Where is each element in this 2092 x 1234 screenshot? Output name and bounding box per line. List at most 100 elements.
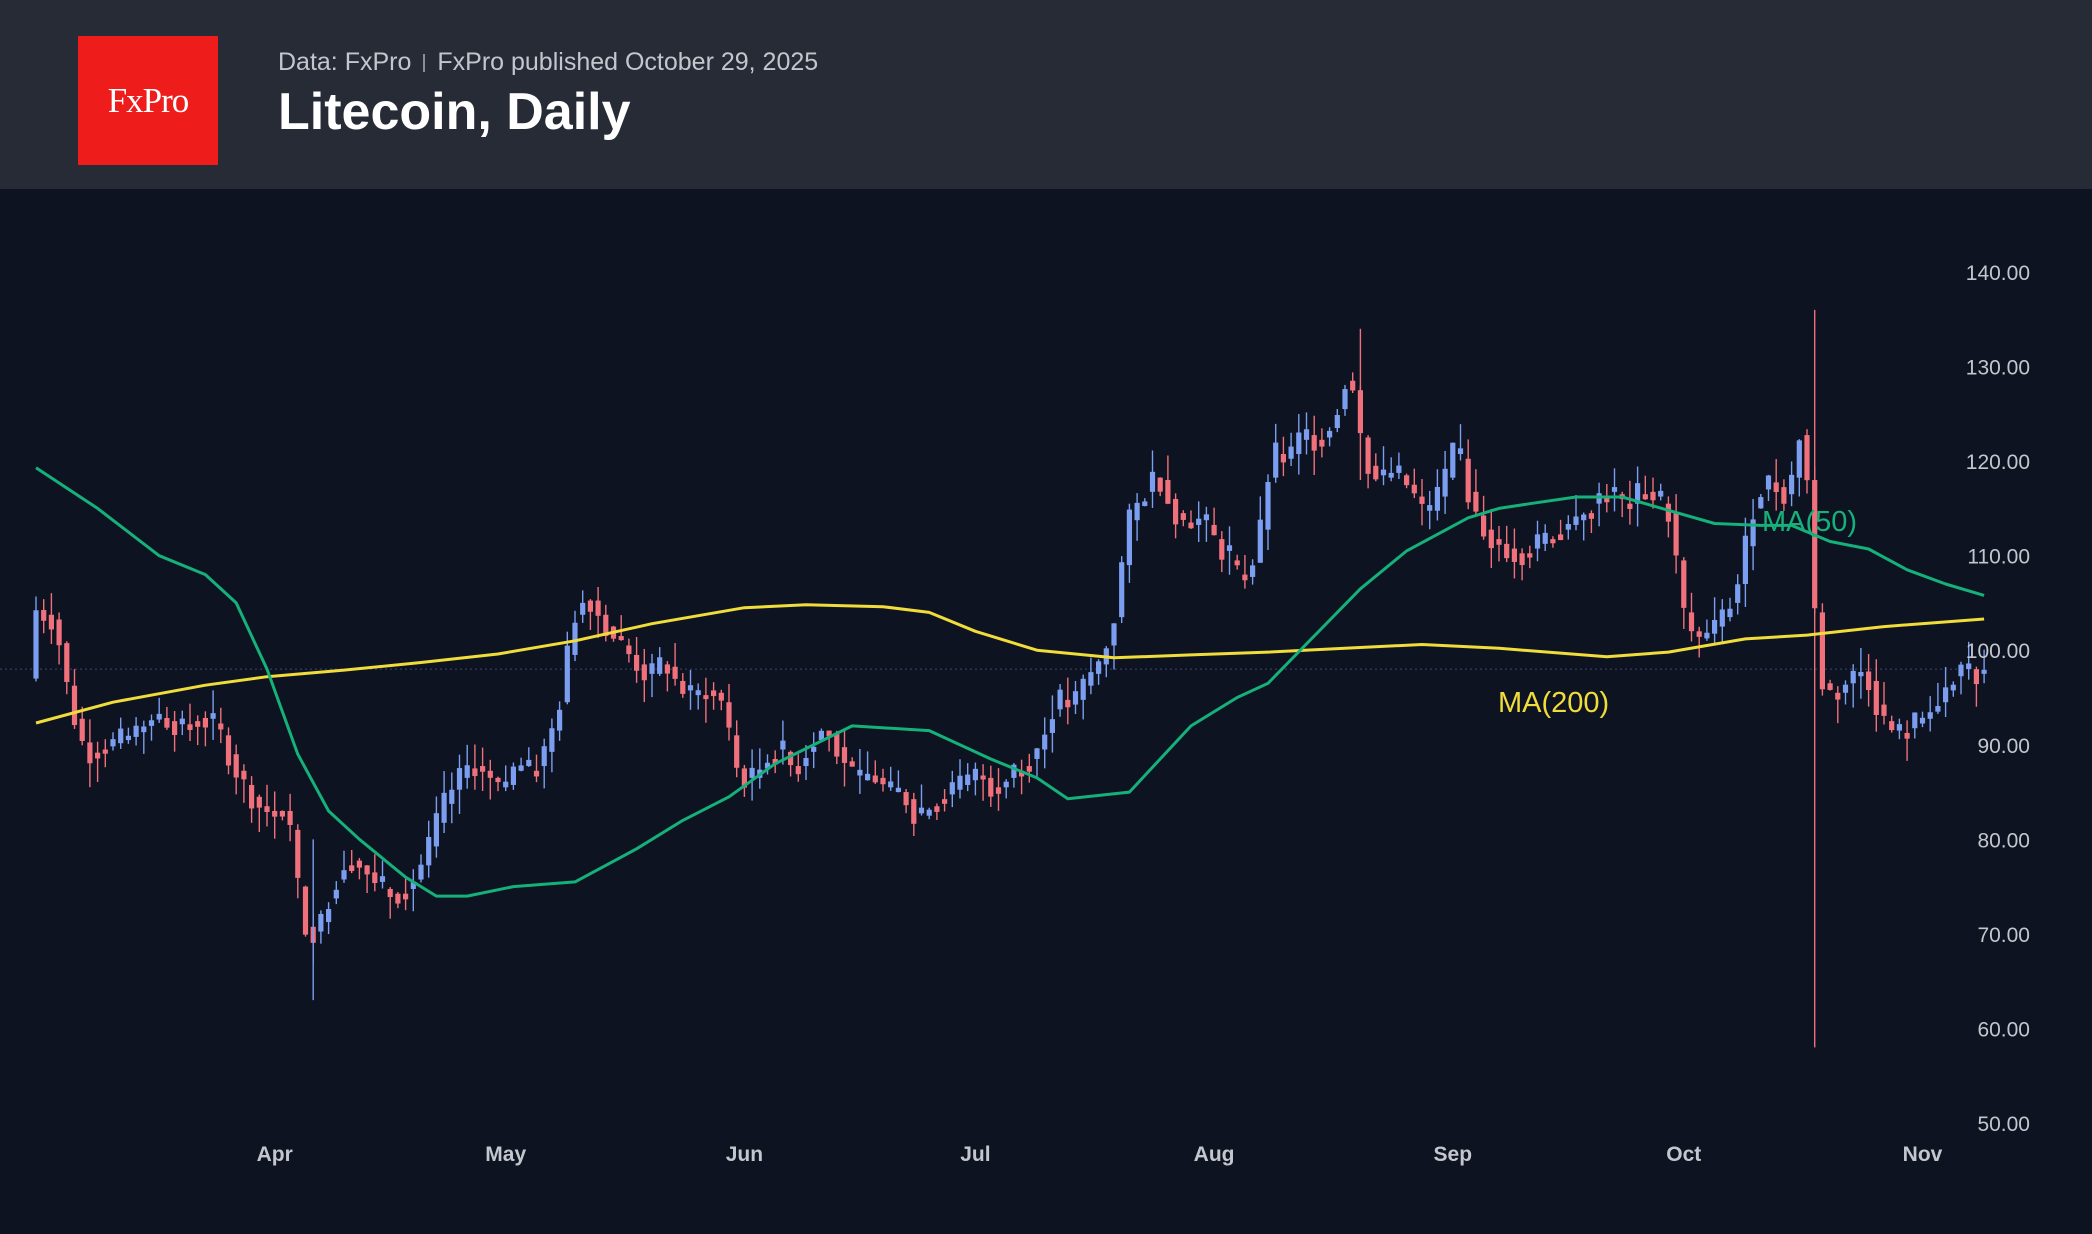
candle-body bbox=[302, 886, 309, 935]
candle-body bbox=[156, 713, 162, 720]
candle-body bbox=[572, 622, 578, 655]
meta-separator bbox=[423, 53, 426, 72]
candle-body bbox=[1350, 380, 1356, 391]
candle-body bbox=[102, 749, 108, 754]
candle-body bbox=[341, 870, 347, 880]
candle-body bbox=[1180, 513, 1186, 520]
candle-body bbox=[1396, 465, 1402, 473]
candle-body bbox=[1981, 669, 1987, 674]
candle-body bbox=[1519, 553, 1525, 566]
candle-body bbox=[795, 766, 801, 775]
candle-body bbox=[1419, 496, 1425, 504]
candle-body bbox=[218, 723, 224, 730]
candle-body bbox=[1565, 523, 1571, 530]
x-tick-label: Nov bbox=[1903, 1143, 1943, 1166]
candle-body bbox=[934, 806, 940, 812]
candle-body bbox=[79, 718, 85, 741]
candle-body bbox=[1450, 442, 1456, 478]
published-date: FxPro published October 29, 2025 bbox=[437, 48, 819, 76]
candle-body bbox=[1380, 469, 1387, 476]
candle-body bbox=[1088, 672, 1094, 686]
candle-body bbox=[995, 787, 1002, 794]
candle-body bbox=[1373, 465, 1379, 480]
candle-body bbox=[1688, 612, 1695, 632]
moving-averages-layer bbox=[35, 466, 1985, 898]
candle-body bbox=[1034, 748, 1040, 759]
candle-body bbox=[980, 775, 986, 780]
candle-body bbox=[426, 836, 432, 866]
candle-body bbox=[1250, 565, 1256, 577]
candles-layer bbox=[0, 309, 1987, 1048]
candle-body bbox=[564, 645, 570, 703]
x-tick-label: Oct bbox=[1666, 1143, 1701, 1166]
candle-body bbox=[503, 781, 509, 788]
candle-body bbox=[1896, 724, 1902, 731]
candle-body bbox=[888, 781, 894, 788]
candle-body bbox=[595, 600, 601, 616]
candle-body bbox=[1550, 539, 1556, 544]
candle-body bbox=[356, 860, 362, 868]
candle-body bbox=[764, 762, 771, 769]
candle-body bbox=[1049, 719, 1055, 733]
candle-body bbox=[818, 730, 824, 741]
candle-body bbox=[1781, 487, 1787, 504]
candle-body bbox=[1080, 678, 1086, 700]
fxpro-logo: FxPro bbox=[78, 36, 218, 165]
candle-body bbox=[318, 913, 324, 932]
candle-body bbox=[333, 889, 339, 899]
candle-body bbox=[803, 757, 809, 767]
candle-body bbox=[1819, 612, 1825, 690]
candle-body bbox=[1527, 553, 1533, 558]
candle-body bbox=[56, 619, 62, 646]
candle-body bbox=[518, 765, 524, 771]
candle-body bbox=[472, 768, 478, 777]
candle-body bbox=[1242, 574, 1248, 581]
candle-body bbox=[1966, 663, 1972, 670]
candle-body bbox=[1635, 483, 1641, 504]
y-tick-label: 120.00 bbox=[1966, 451, 2030, 474]
x-tick-label: Apr bbox=[257, 1143, 293, 1166]
candle-body bbox=[349, 865, 355, 872]
candle-body bbox=[1950, 684, 1956, 691]
candle-body bbox=[279, 810, 285, 817]
candle-body bbox=[1796, 440, 1802, 478]
candle-body bbox=[1019, 770, 1025, 777]
candle-body bbox=[233, 754, 239, 778]
candle-body bbox=[1427, 505, 1433, 511]
candle-body bbox=[33, 610, 39, 679]
chart-title: Litecoin, Daily bbox=[278, 83, 631, 141]
candle-body bbox=[1588, 513, 1594, 519]
candle-body bbox=[1919, 717, 1926, 724]
candle-body bbox=[1149, 471, 1156, 492]
candle-body bbox=[1011, 764, 1017, 778]
candle-body bbox=[1311, 435, 1317, 451]
candle-body bbox=[1119, 562, 1125, 618]
candle-body bbox=[734, 735, 740, 768]
candle-body bbox=[387, 888, 393, 898]
candle-body bbox=[1226, 545, 1233, 551]
x-tick-label: Jul bbox=[960, 1143, 990, 1166]
candle-body bbox=[1719, 609, 1725, 627]
candle-body bbox=[441, 792, 447, 823]
candle-body bbox=[164, 717, 170, 728]
candle-body bbox=[549, 728, 555, 752]
candle-body bbox=[942, 799, 948, 804]
candle-body bbox=[1457, 448, 1464, 455]
y-tick-label: 140.00 bbox=[1966, 262, 2030, 285]
candle-body bbox=[372, 872, 378, 884]
candle-body bbox=[695, 690, 701, 696]
candle-body bbox=[1219, 539, 1225, 560]
candle-body bbox=[634, 654, 640, 671]
candle-body bbox=[703, 695, 709, 700]
candle-body bbox=[1573, 516, 1579, 525]
candle-body bbox=[1126, 509, 1132, 566]
candle-body bbox=[911, 799, 917, 824]
candle-body bbox=[1866, 671, 1872, 691]
candle-body bbox=[87, 742, 93, 764]
candle-body bbox=[895, 787, 901, 793]
candle-body bbox=[965, 774, 971, 785]
candle-body bbox=[379, 876, 386, 882]
data-source: Data: FxPro bbox=[278, 48, 412, 76]
candle-body bbox=[1704, 632, 1710, 639]
candle-body bbox=[1134, 502, 1140, 521]
